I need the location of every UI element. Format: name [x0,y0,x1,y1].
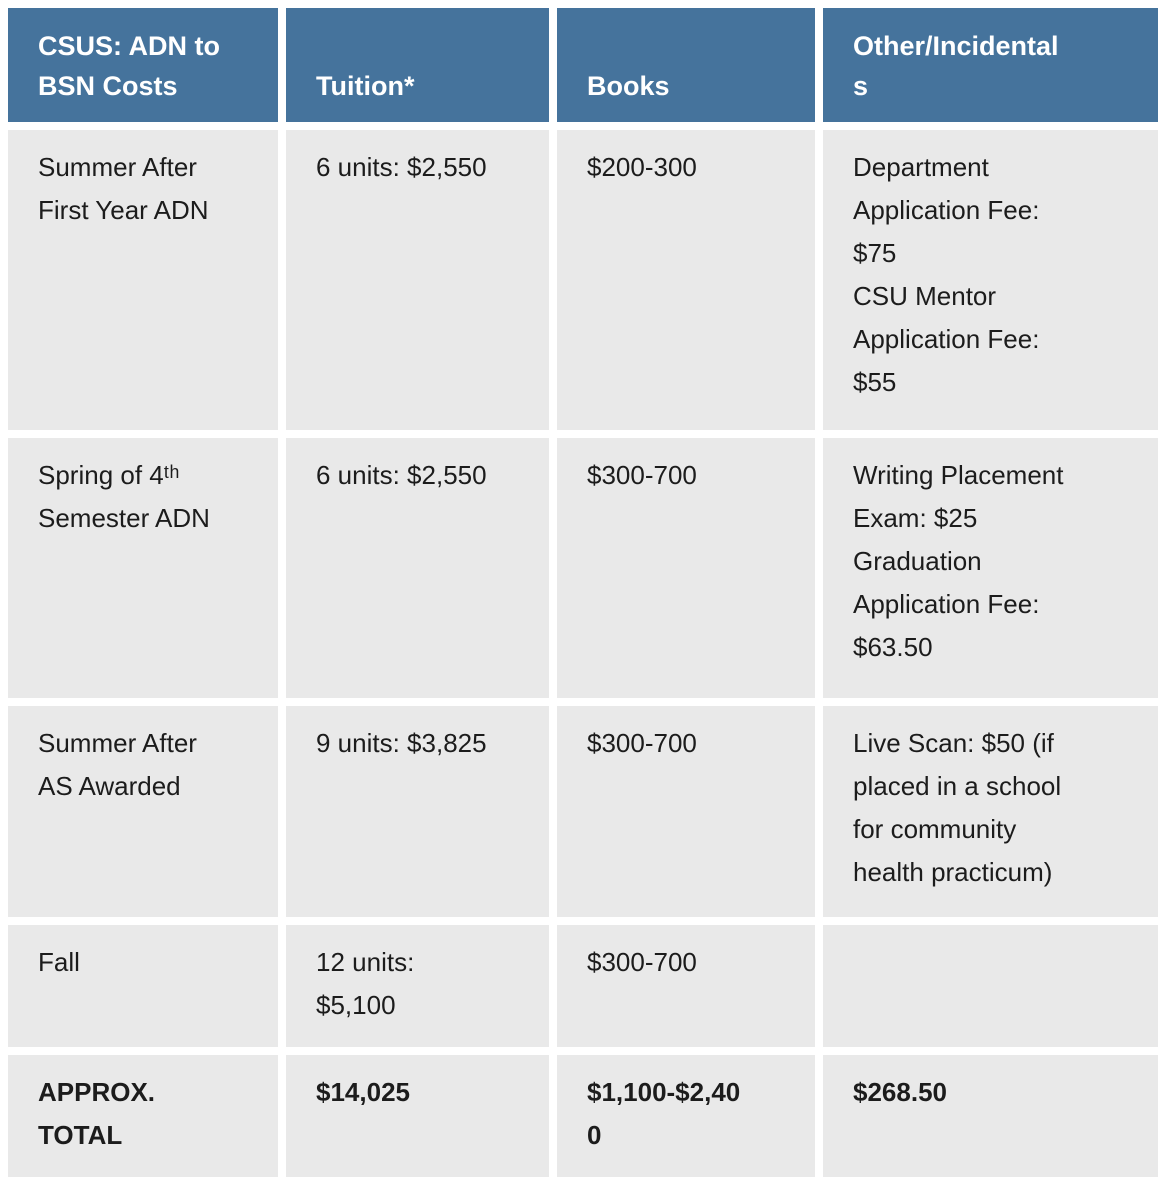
other-cell-empty [823,925,1158,1047]
fee-item: Live Scan: $50 (if placed in a school fo… [853,728,1062,887]
tuition-value: 6 units: $2,550 [316,152,487,182]
other-value: Department Application Fee: $75 CSU Ment… [853,146,1071,404]
books-value: $300-700 [587,460,697,490]
tuition-value: 6 units: $2,550 [316,460,487,490]
row-label-cell: Summer After First Year ADN [8,130,278,430]
other-value: Writing Placement Exam: $25 Graduation A… [853,454,1071,669]
books-cell: $200-300 [557,130,815,430]
books-value: $300-700 [587,728,697,758]
books-value: $200-300 [587,152,697,182]
row-label-cell: Fall [8,925,278,1047]
tuition-value: 9 units: $3,825 [316,728,487,758]
header-cell-books: Books [557,8,815,122]
fee-item: $268.50 [853,1077,947,1107]
row-label-cell: Summer After AS Awarded [8,706,278,917]
books-value: $300-700 [587,947,697,977]
books-cell: $300-700 [557,925,815,1047]
tuition-cell: 6 units: $2,550 [286,130,549,430]
header-label-books: Books [587,71,670,101]
header-label-tuition: Tuition* [316,71,415,101]
tuition-cell: 12 units: $5,100 [286,925,549,1047]
total-other-value: $268.50 [853,1071,1071,1114]
total-books-value: $1,100-$2,400 [587,1077,741,1150]
row-label-cell: Spring of 4ᵗʰ Semester ADN [8,438,278,698]
other-cell: Writing Placement Exam: $25 Graduation A… [823,438,1158,698]
tuition-cell: 9 units: $3,825 [286,706,549,917]
header-cell-costs: CSUS: ADN to BSN Costs [8,8,278,122]
other-cell: Department Application Fee: $75 CSU Ment… [823,130,1158,430]
total-books-cell: $1,100-$2,400 [557,1055,815,1177]
total-tuition-cell: $14,025 [286,1055,549,1177]
header-cell-other: Other/Incidentals [823,8,1158,122]
row-label: Summer After AS Awarded [38,728,197,801]
other-cell: Live Scan: $50 (if placed in a school fo… [823,706,1158,917]
total-label-cell: APPROX. TOTAL [8,1055,278,1177]
fee-item: CSU Mentor Application Fee: $55 [853,281,1040,397]
row-label: Fall [38,947,80,977]
total-label: APPROX. TOTAL [38,1077,156,1150]
tuition-value: 12 units: $5,100 [316,947,415,1020]
tuition-cell: 6 units: $2,550 [286,438,549,698]
total-tuition-value: $14,025 [316,1077,410,1107]
books-cell: $300-700 [557,706,815,917]
fee-item: Writing Placement Exam: $25 [853,460,1064,533]
row-label: Summer After First Year ADN [38,152,209,225]
header-label-other: Other/Incidentals [853,31,1059,101]
header-cell-tuition: Tuition* [286,8,549,122]
header-label-costs: CSUS: ADN to BSN Costs [38,31,220,101]
fee-item: Department Application Fee: $75 [853,152,1040,268]
row-label: Spring of 4ᵗʰ Semester ADN [38,460,210,533]
fee-item: Graduation Application Fee: $63.50 [853,546,1040,662]
books-cell: $300-700 [557,438,815,698]
total-other-cell: $268.50 [823,1055,1158,1177]
other-value: Live Scan: $50 (if placed in a school fo… [853,722,1071,894]
